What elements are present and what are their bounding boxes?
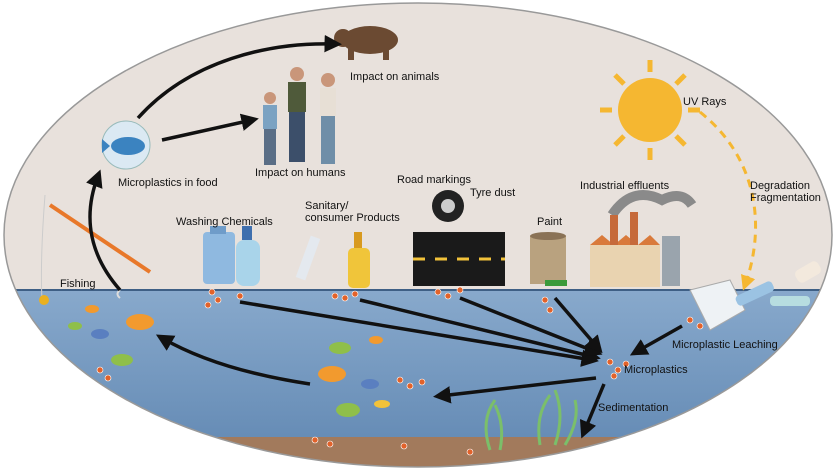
label: Microplastic Leaching	[672, 339, 778, 351]
label: Impact on humans	[255, 167, 346, 179]
label: Fishing	[60, 278, 95, 290]
label: Impact on animals	[350, 71, 440, 83]
diagram: Impact on animals Microplastics in food …	[0, 0, 836, 471]
label: UV Rays	[683, 96, 727, 108]
paint-can	[530, 232, 567, 286]
label: Tyre dust	[470, 187, 515, 199]
label-line: Sanitary/	[305, 200, 349, 212]
label: Industrial effluents	[580, 180, 670, 192]
label-line: Fragmentation	[750, 192, 821, 204]
food-fish	[102, 121, 150, 169]
label: Sedimentation	[598, 402, 668, 414]
label-line: consumer Products	[305, 212, 400, 224]
label: Paint	[537, 216, 562, 228]
label-line: Degradation	[750, 180, 810, 192]
label: Microplastics	[624, 364, 688, 376]
label: Microplastics in food	[118, 177, 218, 189]
label: Washing Chemicals	[176, 216, 273, 228]
washing-bottles	[203, 226, 260, 286]
label: Road markings	[397, 174, 471, 186]
